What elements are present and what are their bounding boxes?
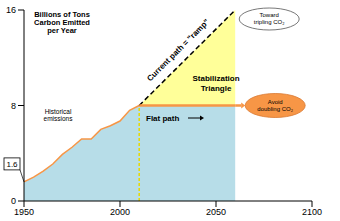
svg-text:Triangle: Triangle xyxy=(201,84,232,93)
svg-text:Billions of Tons: Billions of Tons xyxy=(34,10,90,19)
svg-text:Current path = "ramp": Current path = "ramp" xyxy=(145,17,211,83)
svg-text:2050: 2050 xyxy=(206,207,226,217)
svg-text:emissions: emissions xyxy=(44,115,74,122)
svg-text:2000: 2000 xyxy=(110,207,130,217)
svg-text:1.6: 1.6 xyxy=(8,160,18,169)
svg-text:16: 16 xyxy=(8,5,16,15)
svg-text:Stabilization: Stabilization xyxy=(192,74,239,83)
svg-text:tripling CO₂: tripling CO₂ xyxy=(254,19,285,25)
svg-text:1950: 1950 xyxy=(14,207,34,217)
svg-text:Historical: Historical xyxy=(45,108,72,115)
svg-text:Toward: Toward xyxy=(260,12,279,18)
svg-text:Carbon Emitted: Carbon Emitted xyxy=(34,18,90,27)
svg-text:8: 8 xyxy=(11,101,16,111)
svg-text:Avoid: Avoid xyxy=(268,99,283,105)
svg-text:doubling CO₂: doubling CO₂ xyxy=(257,106,293,112)
svg-text:2100: 2100 xyxy=(302,207,322,217)
svg-text:per Year: per Year xyxy=(47,26,77,35)
svg-text:0: 0 xyxy=(11,196,16,206)
svg-text:Flat path: Flat path xyxy=(146,114,179,123)
